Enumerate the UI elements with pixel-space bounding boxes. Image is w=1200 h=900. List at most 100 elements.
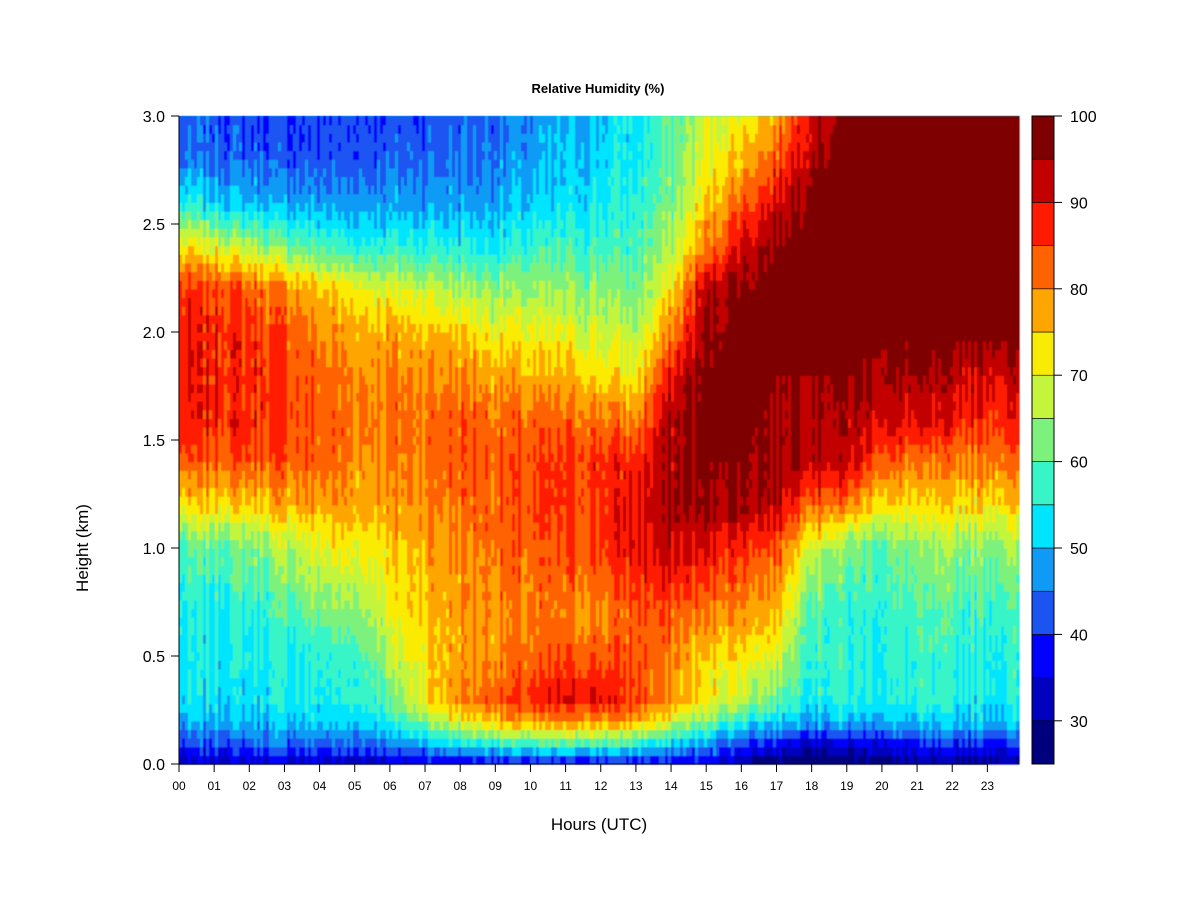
- heatmap-cell: [239, 401, 243, 411]
- heatmap-cell: [188, 211, 192, 221]
- heatmap-cell: [191, 332, 195, 342]
- heatmap-cell: [308, 401, 312, 411]
- heatmap-cell: [182, 513, 186, 523]
- heatmap-cell: [245, 625, 249, 635]
- heatmap-cell: [263, 694, 267, 705]
- heatmap-cell: [338, 599, 342, 610]
- heatmap-cell: [239, 513, 243, 523]
- heatmap-cell: [275, 349, 279, 359]
- heatmap-cell: [194, 478, 198, 489]
- heatmap-cell: [275, 254, 279, 264]
- heatmap-cell: [296, 565, 300, 575]
- heatmap-cell: [218, 651, 222, 661]
- heatmap-cell: [338, 738, 342, 748]
- heatmap-cell: [332, 219, 336, 229]
- heatmap-cell: [332, 254, 336, 264]
- heatmap-cell: [338, 712, 342, 722]
- heatmap-cell: [305, 444, 309, 454]
- heatmap-cell: [200, 712, 204, 722]
- heatmap-cell: [242, 513, 246, 523]
- heatmap-cell: [263, 530, 267, 540]
- heatmap-cell: [317, 694, 321, 705]
- heatmap-cell: [272, 668, 276, 679]
- heatmap-cell: [218, 332, 222, 342]
- heatmap-cell: [230, 116, 234, 126]
- heatmap-cell: [209, 435, 213, 445]
- heatmap-cell: [281, 392, 285, 402]
- heatmap-cell: [311, 133, 315, 143]
- heatmap-cell: [188, 185, 192, 195]
- heatmap-cell: [209, 677, 213, 687]
- heatmap-cell: [209, 228, 213, 238]
- heatmap-cell: [314, 530, 318, 540]
- heatmap-cell: [281, 202, 285, 212]
- heatmap-cell: [299, 116, 303, 126]
- heatmap-cell: [215, 720, 219, 731]
- heatmap-cell: [218, 746, 222, 756]
- heatmap-cell: [233, 435, 237, 445]
- heatmap-cell: [191, 185, 195, 195]
- heatmap-cell: [251, 375, 255, 385]
- heatmap-cell: [302, 159, 306, 169]
- heatmap-cell: [326, 280, 330, 290]
- heatmap-cell: [230, 340, 234, 350]
- heatmap-cell: [341, 409, 345, 419]
- heatmap-cell: [215, 133, 219, 143]
- heatmap-cell: [305, 236, 309, 247]
- heatmap-cell: [272, 150, 276, 160]
- heatmap-cell: [209, 478, 213, 489]
- heatmap-cell: [320, 625, 324, 635]
- heatmap-cell: [284, 340, 288, 350]
- heatmap-cell: [242, 401, 246, 411]
- heatmap-cell: [341, 262, 345, 273]
- heatmap-cell: [254, 634, 258, 644]
- heatmap-cell: [347, 349, 351, 359]
- heatmap-cell: [323, 271, 327, 281]
- heatmap-cell: [230, 202, 234, 212]
- heatmap-cell: [326, 660, 330, 670]
- heatmap-cell: [251, 116, 255, 126]
- heatmap-cell: [335, 254, 339, 264]
- heatmap-cell: [299, 513, 303, 523]
- heatmap-cell: [254, 444, 258, 454]
- heatmap-cell: [344, 392, 348, 402]
- heatmap-cell: [335, 461, 339, 471]
- heatmap-cell: [230, 262, 234, 273]
- heatmap-cell: [254, 185, 258, 195]
- heatmap-cell: [275, 219, 279, 229]
- heatmap-cell: [296, 530, 300, 540]
- heatmap-cell: [260, 427, 264, 437]
- heatmap-cell: [260, 332, 264, 342]
- heatmap-cell: [251, 280, 255, 290]
- heatmap-cell: [185, 254, 189, 264]
- heatmap-cell: [275, 340, 279, 350]
- heatmap-cell: [209, 185, 213, 195]
- heatmap-cell: [302, 478, 306, 489]
- heatmap-cell: [317, 720, 321, 731]
- heatmap-cell: [329, 401, 333, 411]
- heatmap-cell: [248, 116, 252, 126]
- heatmap-cell: [344, 720, 348, 731]
- heatmap-cell: [326, 124, 330, 134]
- heatmap-cell: [326, 470, 330, 480]
- heatmap-cell: [347, 599, 351, 610]
- heatmap-cell: [185, 513, 189, 523]
- heatmap-cell: [314, 548, 318, 558]
- heatmap-cell: [257, 478, 261, 489]
- heatmap-cell: [317, 409, 321, 419]
- heatmap-cell: [263, 539, 267, 549]
- heatmap-cell: [308, 167, 312, 178]
- heatmap-cell: [218, 556, 222, 566]
- heatmap-cell: [224, 340, 228, 350]
- heatmap-cell: [308, 634, 312, 644]
- heatmap-cell: [275, 150, 279, 160]
- heatmap-cell: [248, 582, 252, 592]
- heatmap-cell: [308, 608, 312, 618]
- heatmap-cell: [230, 314, 234, 324]
- heatmap-cell: [260, 617, 264, 627]
- heatmap-cell: [308, 591, 312, 601]
- heatmap-cell: [215, 470, 219, 480]
- heatmap-cell: [212, 694, 216, 705]
- heatmap-cell: [206, 504, 210, 515]
- heatmap-cell: [221, 720, 225, 731]
